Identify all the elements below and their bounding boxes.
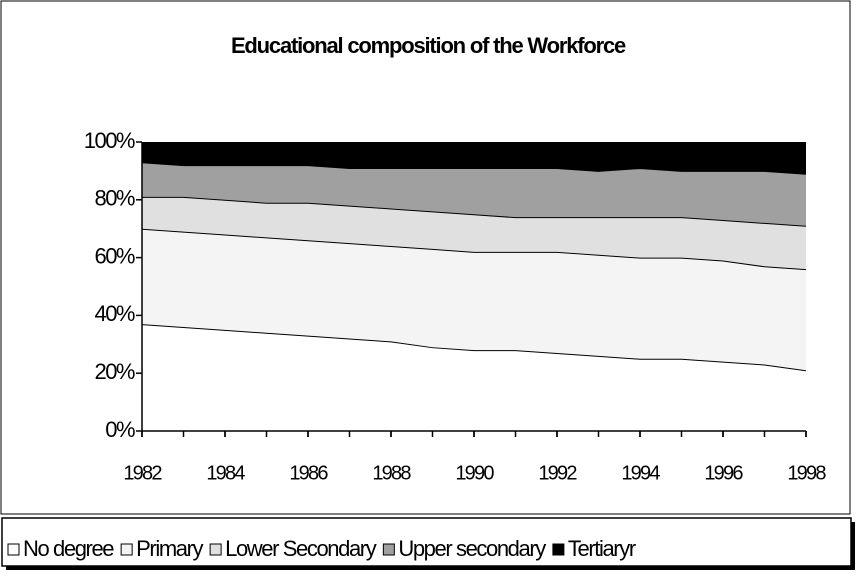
x-tick-label: 1984 (206, 462, 245, 484)
legend: No degree Primary Lower Secondary Upper sec… (1, 517, 855, 570)
area (142, 228, 806, 371)
y-tick-label: 40% (94, 301, 134, 326)
legend-swatch (120, 543, 133, 556)
legend-label: No degree (23, 536, 114, 561)
x-tick-label: 1982 (123, 462, 162, 484)
chart-title: Educational composition of the Workforce (231, 33, 626, 58)
legend-swatch (552, 543, 565, 556)
y-tick-label: 0% (105, 417, 135, 442)
legend-label: Upper secondary (398, 536, 546, 561)
y-tick-label: 60% (94, 243, 134, 268)
plot-area (141, 142, 807, 431)
legend-box (1, 517, 852, 567)
x-tick-label: 1986 (289, 462, 328, 484)
legend-label: Lower Secondary (225, 536, 377, 561)
legend-shadow (851, 522, 855, 570)
area (142, 196, 806, 270)
y-tick-label: 80% (94, 186, 134, 211)
area (142, 142, 806, 174)
legend-swatch (209, 543, 222, 556)
legend-label: Primary (136, 536, 203, 561)
legend-shadow (6, 566, 855, 570)
x-tick-label: 1994 (621, 462, 660, 484)
x-tick-label: 1996 (704, 462, 743, 484)
area (142, 162, 806, 226)
legend-label: Tertiaryr (568, 536, 636, 561)
legend-swatch (7, 543, 20, 556)
x-tick-label: 1998 (787, 462, 826, 484)
x-tick-label: 1988 (372, 462, 411, 484)
x-tick-label: 1992 (538, 462, 577, 484)
legend-swatch (382, 543, 395, 556)
x-tick-label: 1990 (455, 462, 494, 484)
y-tick-label: 100% (84, 128, 135, 153)
y-tick-label: 20% (94, 359, 134, 384)
area (142, 324, 806, 431)
